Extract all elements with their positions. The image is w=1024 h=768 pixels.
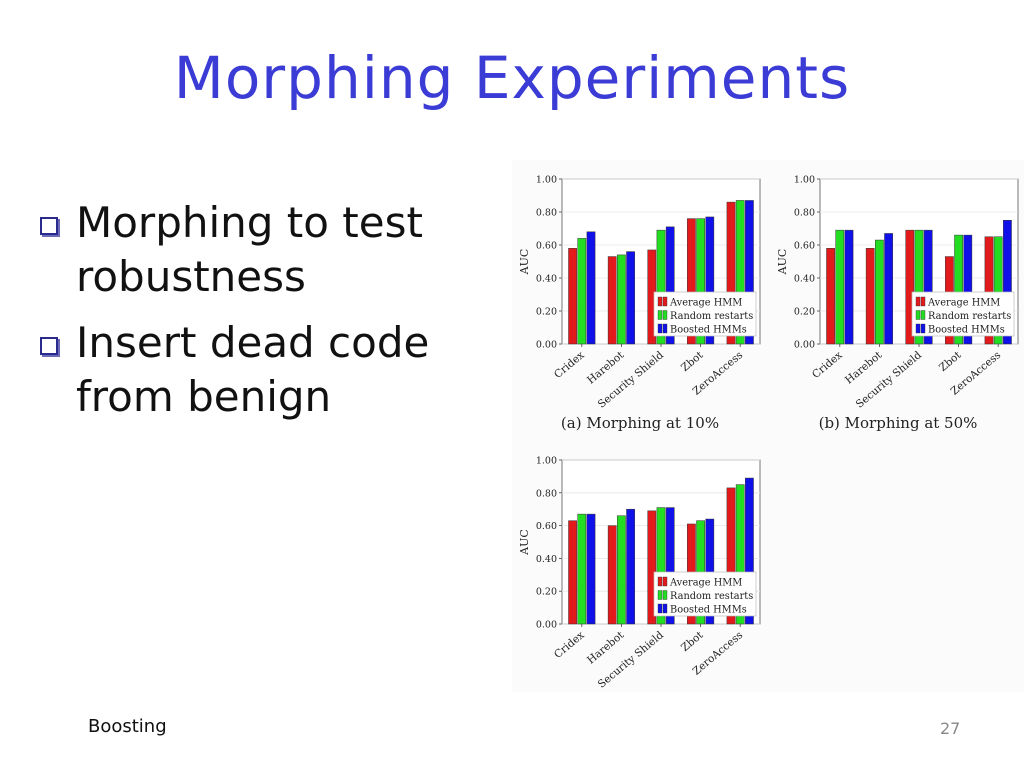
figure-background: [512, 160, 1024, 692]
bullet-item: Insert dead code from benign: [38, 316, 476, 424]
bullet-text: Insert dead code from benign: [76, 318, 430, 421]
footer-label: Boosting: [88, 716, 167, 737]
page-number: 27: [940, 719, 961, 738]
checkbox-bullet-icon: [40, 217, 58, 235]
bullet-list: Morphing to test robustness Insert dead …: [38, 196, 476, 436]
bullet-text: Morphing to test robustness: [76, 198, 423, 301]
checkbox-bullet-icon: [40, 337, 58, 355]
bullet-item: Morphing to test robustness: [38, 196, 476, 304]
slide-title: Morphing Experiments: [173, 44, 851, 112]
